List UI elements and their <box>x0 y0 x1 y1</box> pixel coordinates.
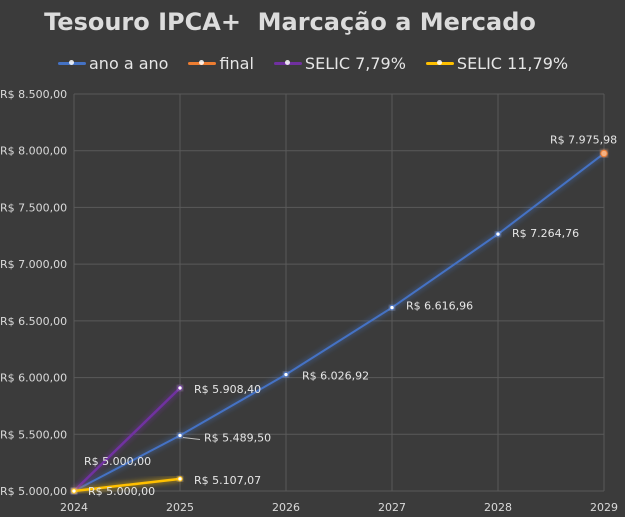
legend-item-selic-1179: SELIC 11,79% <box>425 53 569 73</box>
y-tick-label: R$ 5.500,00 <box>0 428 67 441</box>
label-leader-line <box>182 436 201 440</box>
y-axis: R$ 5.000,00 R$ 5.500,00 R$ 6.000,00 R$ 6.50… <box>0 88 67 498</box>
data-label-ano-a-ano: R$ 5.000,00 <box>88 485 155 498</box>
y-tick-label: R$ 6.000,00 <box>0 372 67 385</box>
chart-series <box>71 149 608 494</box>
data-point-ano-a-ano <box>283 371 289 378</box>
data-point-selic-11-79 <box>177 476 183 482</box>
y-tick-label: R$ 8.500,00 <box>0 88 67 101</box>
chart-legend: ano a ano final SELIC 7,79% SELIC 11,79% <box>58 52 568 74</box>
x-tick-label: 2026 <box>272 501 300 514</box>
y-tick-label: R$ 8.000,00 <box>0 145 67 158</box>
data-point-ano-a-ano <box>177 432 183 439</box>
x-tick-label: 2025 <box>166 501 194 514</box>
x-tick-label: 2029 <box>590 501 618 514</box>
data-point-selic-7-79 <box>177 385 183 391</box>
legend-label-selic-779: SELIC 7,79% <box>304 53 406 73</box>
data-label-ano-a-ano: R$ 6.026,92 <box>302 370 369 383</box>
data-label-final: R$ 7.975,98 <box>550 133 617 146</box>
y-tick-label: R$ 7.500,00 <box>0 201 67 214</box>
legend-swatch-selic-1179 <box>425 59 454 65</box>
data-label-ano-a-ano: R$ 7.264,76 <box>512 227 579 240</box>
data-point-ano-a-ano <box>389 304 395 311</box>
legend-swatch-ano-a-ano <box>58 59 86 65</box>
data-point-selic-11-79 <box>71 488 77 494</box>
data-point-final <box>600 149 608 158</box>
x-axis: 2024 2025 2026 2027 2028 2029 <box>60 501 618 514</box>
legend-item-selic-779: SELIC 7,79% <box>273 53 406 73</box>
chart-title: Tesouro IPCA+ Marcação a Mercado <box>44 8 536 36</box>
x-tick-label: 2027 <box>378 501 406 514</box>
legend-swatch-selic-779 <box>273 59 302 65</box>
y-tick-label: R$ 5.000,00 <box>0 485 67 498</box>
chart-grid <box>73 93 605 492</box>
y-tick-label: R$ 6.500,00 <box>0 315 67 328</box>
legend-item-final: final <box>188 53 254 73</box>
data-labels: R$ 5.000,00 R$ 5.489,50 R$ 6.026,92 R$ 6.61… <box>84 133 617 498</box>
legend-label-final: final <box>219 53 254 73</box>
y-tick-label: R$ 7.000,00 <box>0 258 67 271</box>
data-label-ano-a-ano: R$ 6.616,96 <box>406 300 473 313</box>
series-line-ano-a-ano <box>73 152 605 492</box>
data-label-ano-a-ano: R$ 5.489,50 <box>204 431 271 444</box>
data-label-selic-11-79: R$ 5.107,07 <box>194 474 261 487</box>
legend-item-ano-a-ano: ano a ano <box>58 54 168 73</box>
data-label-selic-7-79: R$ 5.908,40 <box>194 383 261 396</box>
data-point-ano-a-ano <box>495 231 501 237</box>
x-tick-label: 2024 <box>60 501 88 514</box>
legend-swatch-final <box>188 59 217 65</box>
legend-label-selic-1179: SELIC 11,79% <box>456 53 569 73</box>
legend-label-ano-a-ano: ano a ano <box>89 53 169 73</box>
data-label-selic-7-79: R$ 5.000,00 <box>84 455 151 468</box>
x-tick-label: 2028 <box>484 501 512 514</box>
series-line-selic-7-79 <box>72 386 182 493</box>
series-line-selic-11-79 <box>72 477 182 493</box>
